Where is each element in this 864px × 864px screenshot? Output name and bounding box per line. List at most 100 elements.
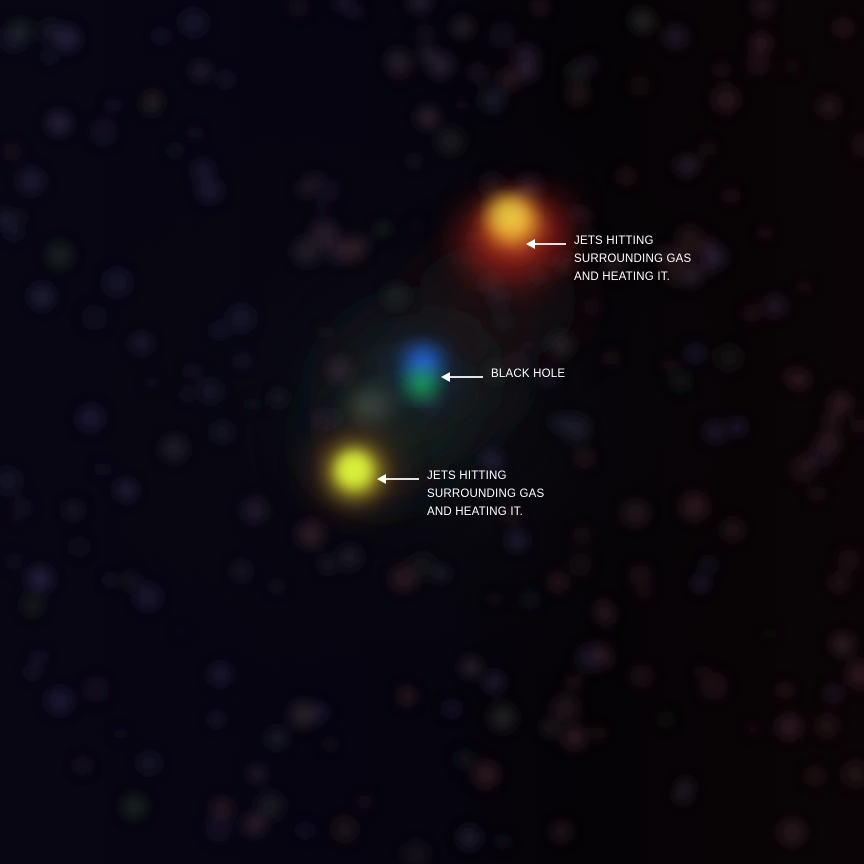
- noise-blob: [77, 405, 104, 432]
- noise-blob: [563, 415, 590, 442]
- noise-blob: [43, 51, 55, 63]
- noise-blob: [742, 303, 762, 323]
- noise-blob: [480, 87, 505, 112]
- noise-blob: [591, 646, 613, 669]
- noise-blob: [45, 687, 73, 715]
- noise-blob: [191, 159, 214, 181]
- noise-blob: [776, 714, 803, 740]
- noise-blob: [211, 321, 229, 339]
- noise-blob: [704, 420, 727, 444]
- noise-blob: [515, 175, 542, 202]
- noise-blob: [810, 486, 824, 501]
- noise-blob: [659, 247, 684, 272]
- noise-blob: [205, 815, 232, 843]
- callout-jets-lower: JETS HITTING SURROUNDING GAS AND HEATING…: [377, 470, 544, 521]
- callout-black-hole: BLACK HOLE: [441, 368, 565, 384]
- noise-blob: [357, 794, 373, 810]
- noise-blob: [219, 72, 233, 86]
- noise-blob: [806, 767, 824, 786]
- noise-blob: [433, 565, 449, 582]
- noise-blob: [26, 565, 54, 593]
- noise-blob: [266, 727, 289, 750]
- noise-blob: [420, 391, 443, 415]
- noise-blob: [816, 715, 838, 737]
- noise-blob: [828, 392, 853, 416]
- noise-blob: [763, 294, 787, 318]
- noise-blob: [107, 99, 120, 112]
- noise-blob: [82, 676, 110, 703]
- noise-blob: [6, 225, 23, 241]
- noise-blob: [134, 584, 161, 611]
- noise-blob: [436, 127, 465, 156]
- noise-blob: [729, 419, 746, 436]
- noise-blob: [721, 518, 744, 542]
- noise-blob: [516, 358, 528, 371]
- noise-blob: [89, 118, 118, 147]
- noise-blob: [121, 794, 147, 820]
- noise-blob: [784, 58, 800, 74]
- noise-blob: [750, 32, 772, 54]
- noise-blob: [415, 24, 436, 45]
- annotation-black-hole: BLACK HOLE: [491, 368, 566, 380]
- noise-blob: [169, 145, 181, 157]
- noise-blob: [831, 633, 854, 656]
- noise-blob: [783, 371, 796, 384]
- noise-blob: [562, 725, 587, 750]
- noise-blob: [408, 155, 420, 167]
- noise-blob: [416, 106, 439, 129]
- noise-blob: [235, 354, 250, 368]
- noise-blob: [702, 245, 726, 270]
- noise-blob: [752, 0, 774, 18]
- noise-blob: [181, 389, 192, 400]
- noise-blob: [452, 17, 473, 38]
- noise-blob: [228, 304, 255, 332]
- noise-blob: [799, 281, 810, 293]
- noise-blob: [746, 723, 759, 736]
- noise-blob: [121, 571, 141, 591]
- noise-blob: [716, 344, 742, 371]
- noise-blob: [823, 412, 841, 430]
- noise-blob: [210, 797, 234, 821]
- noise-blob: [271, 581, 283, 593]
- noise-blob: [745, 51, 770, 76]
- noise-blob: [38, 19, 63, 44]
- noise-blob: [390, 565, 417, 592]
- noise-blob: [408, 0, 432, 13]
- noise-blob: [657, 710, 675, 728]
- callout-jets-upper: JETS HITTING SURROUNDING GAS AND HEATING…: [526, 235, 691, 286]
- noise-blob: [714, 63, 728, 77]
- noise-blob: [70, 538, 88, 556]
- noise-blob: [551, 821, 572, 842]
- noise-blob: [495, 834, 511, 849]
- noise-blob: [315, 200, 328, 213]
- noise-blob: [13, 211, 26, 224]
- noise-blob: [29, 283, 55, 310]
- noise-blob: [176, 626, 187, 637]
- noise-blob: [676, 225, 703, 251]
- noise-blob: [5, 553, 23, 570]
- noise-blob: [137, 751, 161, 775]
- noise-blob: [48, 112, 69, 133]
- noise-blob: [595, 604, 616, 624]
- noise-blob: [427, 52, 454, 79]
- noise-blob: [484, 672, 504, 692]
- noise-blob: [523, 339, 535, 351]
- noise-blob: [548, 332, 573, 357]
- noise-blob: [567, 82, 590, 106]
- noise-blob: [32, 650, 46, 665]
- noise-blob: [326, 357, 353, 384]
- noise-blob: [247, 763, 267, 783]
- noise-blob: [663, 24, 688, 49]
- arrow-left-icon: [377, 474, 419, 484]
- noise-blob: [602, 253, 627, 277]
- noise-blob: [488, 593, 501, 605]
- noise-blob: [198, 379, 223, 404]
- noise-blob: [629, 564, 652, 588]
- noise-blob: [788, 455, 816, 483]
- noise-blob: [297, 520, 325, 548]
- noise-blob: [481, 172, 504, 196]
- noise-blob: [674, 787, 691, 804]
- noise-blob: [622, 499, 649, 527]
